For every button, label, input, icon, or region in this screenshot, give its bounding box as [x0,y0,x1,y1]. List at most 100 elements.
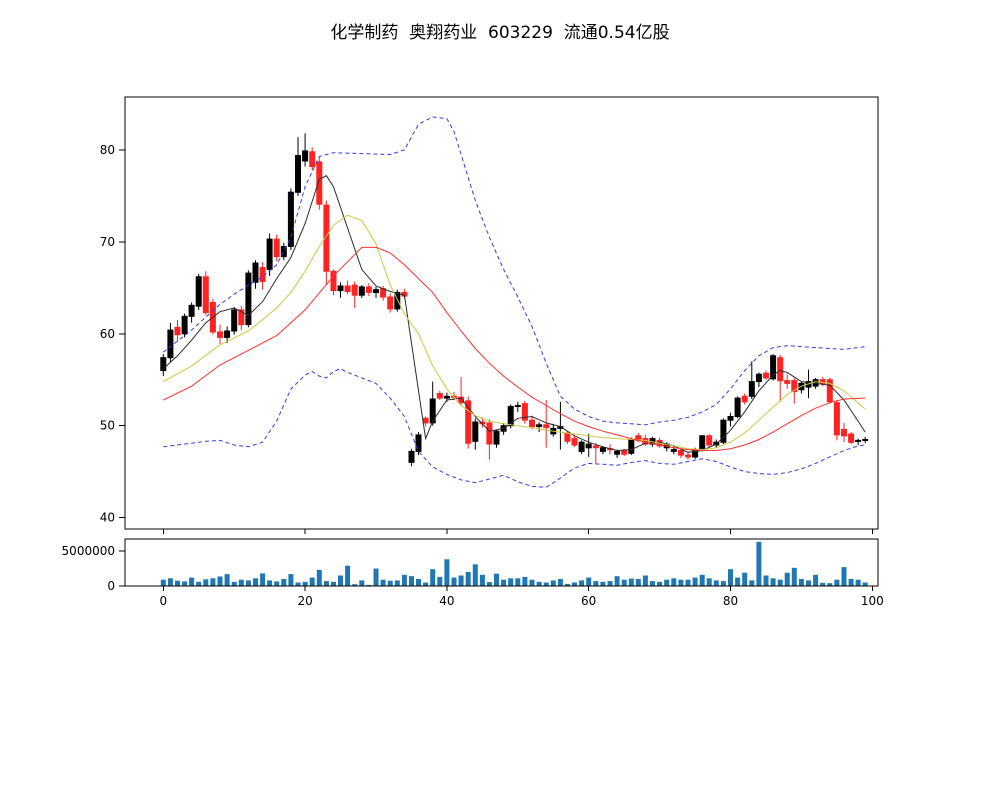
candle-up [855,439,862,442]
volume-bar [394,580,400,586]
volume-bar [501,579,507,586]
candle-up [536,424,543,428]
volume-bar [749,580,755,586]
volume-bar [650,581,655,586]
volume-bar [401,574,407,586]
candle-down [848,433,855,443]
volume-bar [437,576,443,586]
volume-bar [203,579,209,586]
x-tick-label: 100 [861,594,884,608]
x-tick-label: 80 [723,594,738,608]
volume-bar [763,575,769,586]
candle-down [238,309,245,326]
volume-bar [210,578,216,586]
volume-bar [791,567,797,586]
volume-bar [742,572,748,586]
volume-bar [409,576,414,586]
candle-down [387,296,394,310]
volume-tick-label: 5000000 [62,544,115,558]
candle-up [628,439,635,454]
candle-down [833,402,840,436]
volume-bar [494,573,499,586]
candle-down [351,284,358,296]
volume-bar [479,574,485,586]
candle-up [862,439,869,441]
volume-bar [713,580,719,586]
volume-bar [657,581,663,586]
volume-bar [423,582,429,586]
volume-bar [678,579,684,586]
candle-down [436,393,443,399]
volume-bar [692,577,698,586]
candle-down [316,161,323,205]
volume-bar [288,574,294,586]
x-tick-label: 20 [297,594,312,608]
volume-bar [841,567,847,586]
volume-bar [331,581,336,586]
volume-bar [253,578,258,586]
volume-bar [798,579,804,586]
candle-down [330,270,337,292]
volume-bar [777,579,783,586]
candle-up [748,381,755,397]
candle-down [777,357,784,382]
volume-bar [735,577,741,586]
volume-bar [593,581,599,586]
volume-bar [338,575,343,586]
candle-down [174,326,181,336]
volume-bar [387,580,393,586]
candle-up [614,450,621,455]
volume-bar [635,579,641,586]
volume-bar [373,568,379,586]
volume-bar [281,579,287,586]
volume-bar [848,579,854,586]
candle-down [763,372,769,379]
volume-bar [352,584,358,586]
volume-bar [572,582,577,586]
price-tick-label: 80 [100,143,115,157]
volume-bar [834,579,840,586]
volume-tick-label: 0 [107,579,115,593]
volume-bar [607,581,613,586]
candle-down [202,276,209,314]
volume-bar [579,580,585,586]
volume-bar [628,578,634,586]
candle-up [160,357,167,372]
candle-down [592,445,599,449]
candle-up [195,276,202,307]
volume-bar [444,559,450,586]
band-upper-line [162,116,866,426]
candle-down [259,267,266,282]
volume-bar [182,581,188,586]
volume-bar [316,569,322,586]
candle-down [621,450,628,455]
chart-title: 化学制药 奥翔药业 603229 流通0.54亿股 [330,23,670,43]
candle-up [585,443,592,449]
candle-up [373,289,379,294]
volume-bar [160,579,166,586]
volume-bar [855,579,861,586]
candle-down [841,428,847,437]
volume-bar [217,576,223,586]
candle-up [231,309,238,332]
volume-bar [770,578,776,586]
volume-bar [231,581,237,586]
volume-bar [458,575,464,586]
candle-down [529,419,535,428]
candle-up [245,272,252,326]
candle-up [699,435,706,451]
candle-up [181,315,188,335]
candle-down [826,379,833,403]
volume-bar [862,582,868,586]
volume-bar [543,582,549,586]
volume-bar [671,578,677,586]
volume-bar [380,579,386,586]
volume-bar [536,581,542,586]
volume-bar [820,582,826,586]
ma-slow-line [163,246,866,451]
candle-down [323,204,330,272]
candle-up [770,355,777,380]
candle-down [521,403,528,421]
